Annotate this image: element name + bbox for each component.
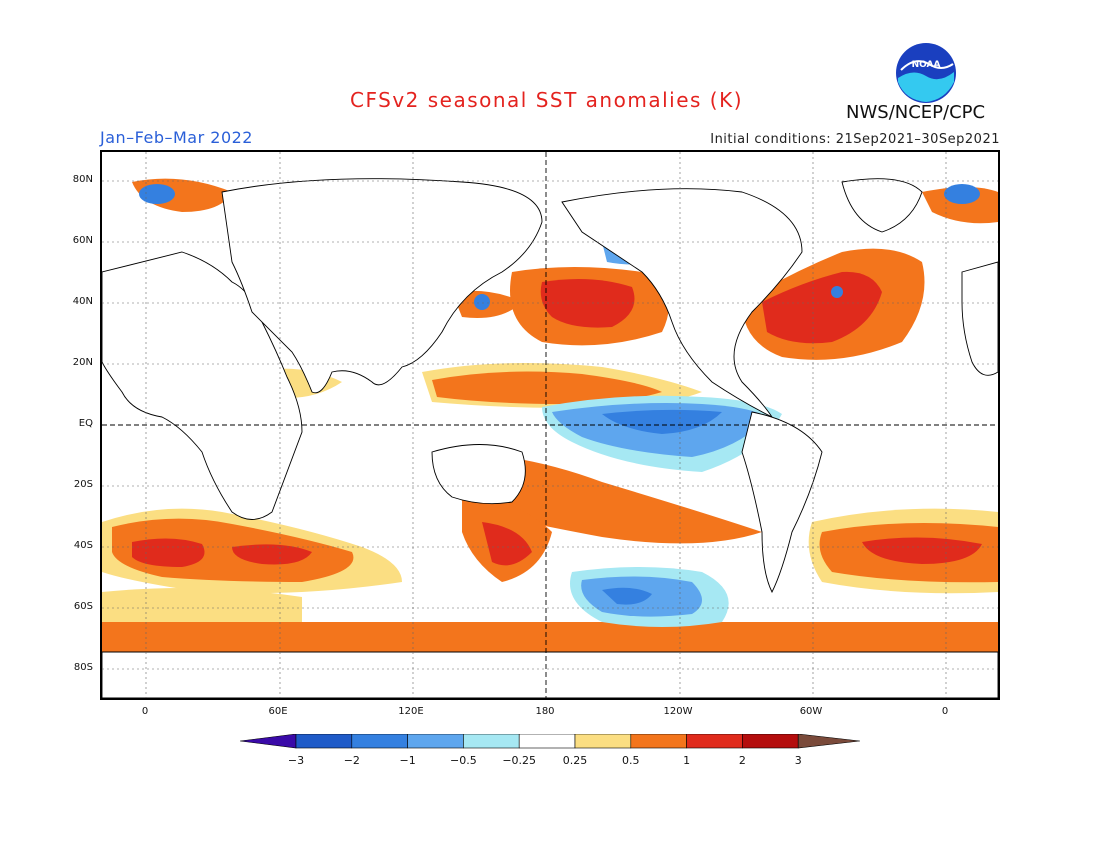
latitude-label: 60S xyxy=(73,601,93,612)
latitude-label: 80N xyxy=(72,174,93,185)
colorbar-tick-label: −0.5 xyxy=(450,754,477,767)
longitude-label: 180 xyxy=(535,706,555,717)
map-canvas xyxy=(102,152,998,698)
agency-label: NWS/NCEP/CPC xyxy=(846,102,986,123)
longitude-label: 0 xyxy=(941,706,949,717)
chart-title: CFSv2 seasonal SST anomalies (K) xyxy=(350,88,743,112)
noaa-logo: NOAA xyxy=(896,43,956,103)
colorbar-tick-label: −2 xyxy=(344,754,360,767)
latitude-label: 40N xyxy=(72,296,93,307)
latitude-label: 20N xyxy=(72,357,93,368)
reference-lines xyxy=(102,152,998,698)
colorbar-swatch xyxy=(351,734,408,749)
latitude-label: 40S xyxy=(73,540,93,551)
initial-conditions: Initial conditions: 21Sep2021–30Sep2021 xyxy=(710,132,1000,147)
colorbar-tick-label: −3 xyxy=(288,754,304,767)
colorbar-swatch xyxy=(630,734,687,749)
sst-anomaly-map xyxy=(100,150,1000,700)
colorbar-tick-label: 3 xyxy=(795,754,802,767)
longitude-label: 60E xyxy=(268,706,288,717)
longitude-label: 0 xyxy=(141,706,149,717)
colorbar-extend-low xyxy=(240,734,297,749)
colorbar-swatch xyxy=(742,734,799,749)
graticule xyxy=(102,152,998,698)
svg-text:NOAA: NOAA xyxy=(912,60,941,70)
colorbar-tick-label: 1 xyxy=(683,754,690,767)
colorbar-tick-label: 0.5 xyxy=(622,754,640,767)
latitude-label: 80S xyxy=(73,662,93,673)
longitude-label: 60W xyxy=(799,706,823,717)
colorbar-tick-label: −0.25 xyxy=(502,754,536,767)
longitude-label: 120E xyxy=(398,706,424,717)
colorbar-tick-label: 0.25 xyxy=(563,754,588,767)
colorbar-tick-label: −1 xyxy=(399,754,415,767)
colorbar-extend-high xyxy=(797,734,860,749)
colorbar-swatch xyxy=(574,734,632,749)
colorbar-swatch xyxy=(686,734,743,749)
colorbar-swatch xyxy=(407,734,464,749)
colorbar-swatch xyxy=(463,734,520,749)
colorbar-swatch xyxy=(518,734,576,749)
colorbar-swatch xyxy=(295,734,353,749)
forecast-period: Jan–Feb–Mar 2022 xyxy=(100,128,253,147)
longitude-label: 120W xyxy=(663,706,693,717)
latitude-label: 60N xyxy=(72,235,93,246)
anomaly-fields xyxy=(102,178,998,652)
colorbar: −3 −2 −1 −0.5 −0.25 0.25 0.5 1 2 3 xyxy=(240,734,860,767)
latitude-label: 20S xyxy=(73,479,93,490)
colorbar-tick-label: 2 xyxy=(739,754,746,767)
latitude-label: EQ xyxy=(78,418,93,429)
